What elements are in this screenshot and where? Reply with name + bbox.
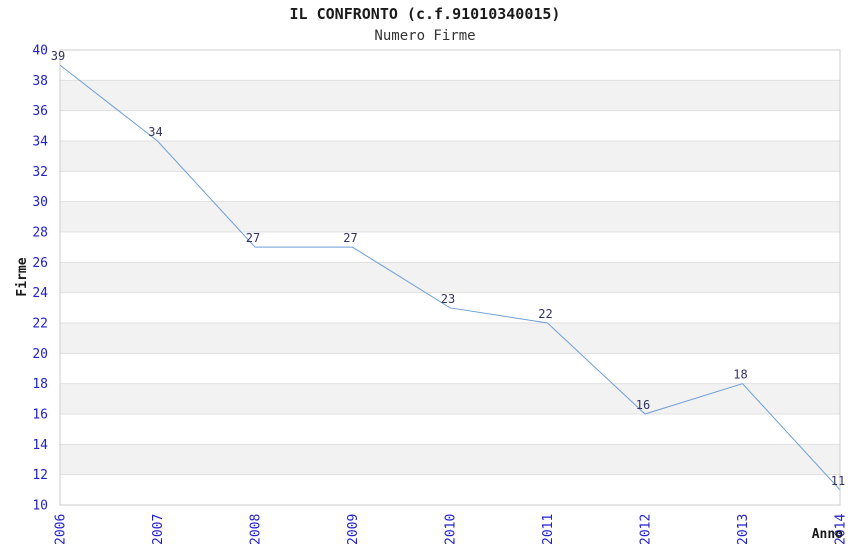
x-tick-label: 2009 [346,514,361,545]
data-point-label: 22 [538,307,552,321]
plot-band [60,201,840,232]
y-tick-label: 20 [32,347,48,362]
plot-band [60,80,840,111]
y-tick-label: 22 [32,317,48,332]
plot-band [60,262,840,293]
chart-title: IL CONFRONTO (c.f.91010340015) [290,5,561,23]
data-point-label: 23 [441,292,455,306]
data-point-label: 27 [343,231,357,245]
y-tick-label: 30 [32,195,48,210]
data-point-label: 11 [831,474,845,488]
plot-bands [60,50,840,505]
y-tick-label: 10 [32,499,48,514]
series-line [59,64,841,491]
plot-band [60,474,840,505]
x-axis-tick-labels: 2006 2007 2008 2009 2010 2011 2012 2013 2014 [54,514,849,545]
chart-subtitle: Numero Firme [374,28,475,44]
y-tick-label: 26 [32,256,48,271]
y-tick-label: 24 [32,286,48,301]
y-tick-label: 16 [32,408,48,423]
plot-band [60,141,840,172]
x-tick-label: 2012 [639,514,654,545]
y-tick-label: 36 [32,104,48,119]
plot-band [60,323,840,354]
x-tick-label: 2014 [834,514,849,545]
y-tick-label: 40 [32,44,48,59]
data-point-label: 34 [148,125,162,139]
y-tick-label: 18 [32,377,48,392]
x-tick-label: 2010 [444,514,459,545]
y-axis-tick-labels: 40 38 36 34 32 30 28 26 24 22 20 18 16 14 12 10 [32,44,48,514]
y-tick-label: 14 [32,438,48,453]
y-tick-label: 28 [32,226,48,241]
plot-band [60,110,840,141]
plot-band [60,414,840,445]
x-tick-label: 2006 [54,514,69,545]
y-tick-label: 34 [32,135,48,150]
x-axis-title: Anno [812,527,843,542]
plot-band [60,444,840,475]
y-axis-title: Firme [15,257,30,296]
plot-band [60,232,840,263]
x-tick-label: 2013 [736,514,751,545]
y-tick-label: 12 [32,468,48,483]
plot-band [60,353,840,384]
plot-border [59,49,841,506]
data-labels: 39 34 27 27 23 22 16 18 11 [51,49,845,488]
y-tick-label: 38 [32,74,48,89]
plot-band [60,383,840,414]
gridlines [60,49,840,506]
data-point-label: 16 [636,398,650,412]
x-tick-label: 2008 [249,514,264,545]
plot-band [60,50,840,81]
data-point-label: 27 [246,231,260,245]
y-tick-label: 32 [32,165,48,180]
data-point-label: 18 [733,368,747,382]
x-tick-label: 2007 [151,514,166,545]
plot-band [60,171,840,202]
data-point-label: 39 [51,49,65,63]
x-tick-label: 2011 [541,514,556,545]
